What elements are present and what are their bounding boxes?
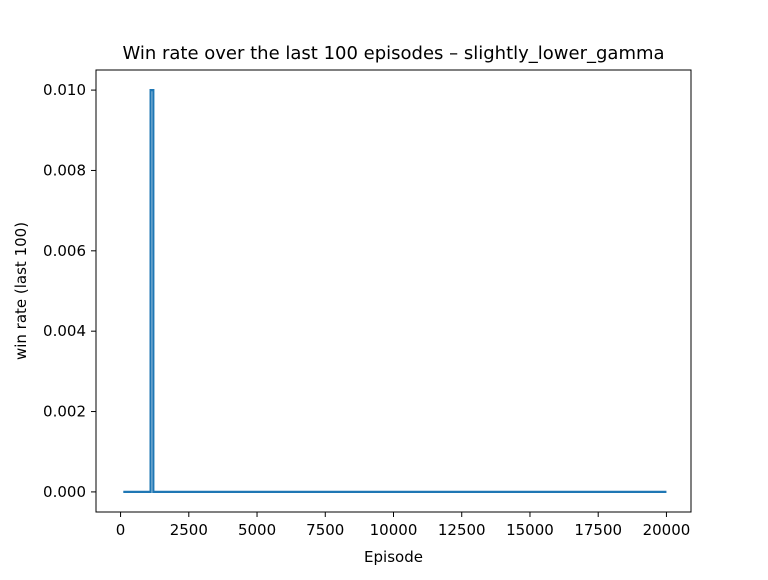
x-tick-label: 0 bbox=[116, 521, 126, 539]
x-tick-label: 15000 bbox=[506, 521, 554, 539]
plot-area bbox=[123, 88, 667, 494]
axes-frame bbox=[95, 69, 692, 513]
y-tick-label: 0.000 bbox=[43, 483, 86, 501]
y-tick-label: 0.002 bbox=[43, 403, 86, 421]
x-tick-label: 17500 bbox=[574, 521, 622, 539]
y-axis-label: win rate (last 100) bbox=[12, 222, 30, 360]
x-axis-label: Episode bbox=[364, 548, 423, 566]
y-tick-label: 0.010 bbox=[43, 81, 86, 99]
x-tick-label: 5000 bbox=[238, 521, 276, 539]
y-tick-label: 0.008 bbox=[43, 161, 86, 179]
x-axis: 0 2500 5000 7500 10000 12500 15000 17500 20000 bbox=[116, 512, 691, 539]
x-tick-label: 20000 bbox=[643, 521, 691, 539]
x-tick-label: 12500 bbox=[438, 521, 486, 539]
x-tick-label: 7500 bbox=[306, 521, 344, 539]
y-tick-label: 0.004 bbox=[43, 322, 86, 340]
chart-title: Win rate over the last 100 episodes – sl… bbox=[122, 43, 664, 64]
x-tick-label: 10000 bbox=[370, 521, 418, 539]
y-tick-label: 0.006 bbox=[43, 242, 86, 260]
series-line-0 bbox=[123, 88, 667, 494]
y-axis: 0.000 0.002 0.004 0.006 0.008 0.010 bbox=[43, 81, 96, 501]
x-tick-label: 2500 bbox=[170, 521, 208, 539]
